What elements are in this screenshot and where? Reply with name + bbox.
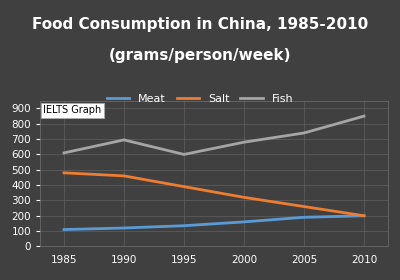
Text: (grams/person/week): (grams/person/week) bbox=[109, 48, 291, 63]
Legend: Meat, Salt, Fish: Meat, Salt, Fish bbox=[102, 90, 298, 108]
Text: IELTS Graph: IELTS Graph bbox=[44, 105, 102, 115]
Text: Food Consumption in China, 1985-2010: Food Consumption in China, 1985-2010 bbox=[32, 17, 368, 32]
